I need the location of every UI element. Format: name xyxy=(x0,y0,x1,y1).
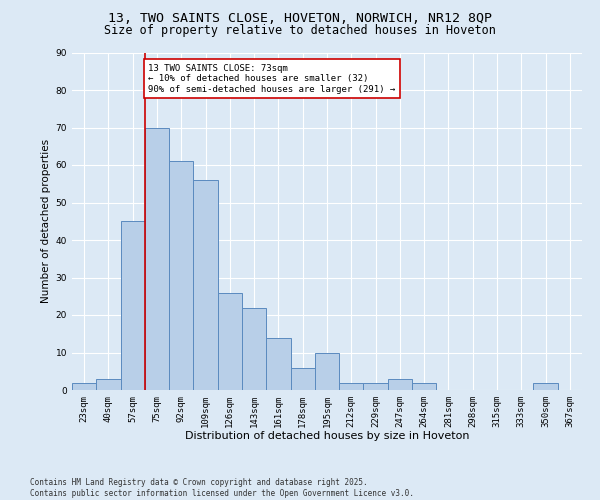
Bar xyxy=(96,379,121,390)
Bar xyxy=(242,308,266,390)
Bar xyxy=(290,368,315,390)
Bar xyxy=(266,338,290,390)
Bar xyxy=(533,382,558,390)
Text: 13, TWO SAINTS CLOSE, HOVETON, NORWICH, NR12 8QP: 13, TWO SAINTS CLOSE, HOVETON, NORWICH, … xyxy=(108,12,492,26)
Text: Size of property relative to detached houses in Hoveton: Size of property relative to detached ho… xyxy=(104,24,496,37)
Text: 13 TWO SAINTS CLOSE: 73sqm
← 10% of detached houses are smaller (32)
90% of semi: 13 TWO SAINTS CLOSE: 73sqm ← 10% of deta… xyxy=(149,64,396,94)
Bar xyxy=(169,161,193,390)
Bar xyxy=(121,221,145,390)
Text: Contains HM Land Registry data © Crown copyright and database right 2025.
Contai: Contains HM Land Registry data © Crown c… xyxy=(30,478,414,498)
Bar xyxy=(412,382,436,390)
Bar xyxy=(72,382,96,390)
X-axis label: Distribution of detached houses by size in Hoveton: Distribution of detached houses by size … xyxy=(185,432,469,442)
Bar xyxy=(193,180,218,390)
Bar xyxy=(145,128,169,390)
Y-axis label: Number of detached properties: Number of detached properties xyxy=(41,139,52,304)
Bar xyxy=(315,352,339,390)
Bar xyxy=(339,382,364,390)
Bar xyxy=(388,379,412,390)
Bar xyxy=(364,382,388,390)
Bar xyxy=(218,292,242,390)
